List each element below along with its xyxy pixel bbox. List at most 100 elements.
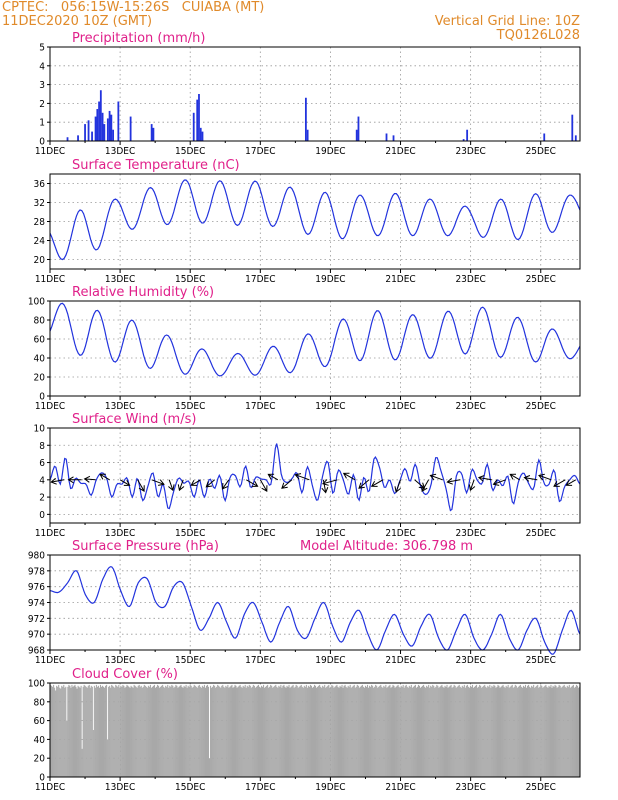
cloud-cover-bar <box>378 686 380 777</box>
cloud-cover-bar <box>181 686 183 777</box>
cloud-cover-bar <box>499 687 501 777</box>
cloud-cover-bar <box>304 686 306 777</box>
pressure-title: Surface Pressure (hPa) <box>72 539 219 554</box>
cloud-cover-bar <box>542 687 544 777</box>
cloud-cover-bar <box>331 684 333 777</box>
cloud-cover-bar <box>557 686 559 777</box>
wind-arrow <box>137 479 145 492</box>
cloud-cover-bar <box>216 686 218 777</box>
cloud-cover-bar <box>231 684 233 777</box>
wind-arrow <box>67 476 82 484</box>
cloud-cover-bar <box>153 684 156 777</box>
precipitation-bar <box>385 133 388 141</box>
cloud-cover-bar <box>311 687 314 777</box>
cloud-cover-bar <box>488 686 490 777</box>
cloud-cover-bar <box>441 684 443 777</box>
cloud-cover-bar <box>511 684 513 777</box>
panel-precipitation: Precipitation (mm/h) 11DEC 13DEC 15DEC 17DEC… <box>35 31 581 157</box>
cloud-cover-bar <box>447 687 449 777</box>
cloud-cover-bar <box>534 687 536 777</box>
cloud-cover-bar <box>125 686 127 777</box>
cloud-cover-bar <box>255 686 257 777</box>
cloud-cover-bar <box>178 686 180 777</box>
cloud-cover-bar <box>141 687 143 777</box>
cloud-cover-bar <box>436 684 438 777</box>
cloud-cover-bar <box>124 687 126 777</box>
cloud-cover-bar <box>536 685 538 777</box>
cloud-cover-bar <box>348 686 350 777</box>
cloud-cover-bar <box>421 686 423 777</box>
cloud-cover-bar <box>171 684 173 777</box>
wind-title: Surface Wind (m/s) <box>72 412 196 427</box>
pressure-xtick-label: 21DEC <box>385 655 415 666</box>
cloud-cover-bar <box>285 687 287 777</box>
cloud-cover-bar <box>185 684 187 777</box>
humidity-xtick-label: 19DEC <box>315 401 345 412</box>
cloud-cover-bar <box>69 685 71 777</box>
cloud-cover-bar <box>131 686 133 777</box>
cloud-cover-bar <box>188 686 190 777</box>
cloud-cover-bar <box>59 687 61 777</box>
cloud-cover-bar <box>301 686 303 777</box>
cloud-cover-bar <box>505 685 507 777</box>
temperature-ytick-label: 32 <box>34 198 45 209</box>
cloud-cover-bar <box>252 684 254 777</box>
precipitation-ytick-label: 3 <box>39 80 45 91</box>
cloud-cover-bar <box>509 686 511 777</box>
cloud-cover-frame <box>49 682 581 778</box>
cloud-cover-bar <box>98 687 100 777</box>
pressure-frame <box>49 554 581 651</box>
temperature-xtick-label: 23DEC <box>455 274 485 285</box>
cloud-cover-bar <box>71 684 73 777</box>
cloud-cover-bar <box>288 684 290 777</box>
precipitation-xtick-label: 21DEC <box>385 146 415 157</box>
cloud-cover-bar <box>130 685 132 777</box>
cloud-cover-bar <box>177 687 179 777</box>
cloud-cover-ytick-label: 60 <box>34 716 46 727</box>
cloud-cover-bar <box>283 684 285 777</box>
precipitation-xtick-label: 11DEC <box>35 146 65 157</box>
cloud-cover-bar <box>501 685 503 777</box>
cloud-cover-bar <box>279 686 281 777</box>
cloud-cover-bar <box>396 685 398 777</box>
cloud-cover-bar <box>503 686 505 777</box>
cloud-cover-bar <box>293 687 295 777</box>
cloud-cover-bar <box>506 686 508 777</box>
cloud-cover-bar <box>161 685 163 777</box>
cloud-cover-bar <box>104 687 106 777</box>
pressure-xtick-label: 17DEC <box>245 655 275 666</box>
temperature-frame <box>49 173 581 270</box>
cloud-cover-bar <box>330 686 332 777</box>
cloud-cover-bar <box>135 686 137 777</box>
cloud-cover-bar <box>245 687 247 777</box>
cloud-cover-bar <box>93 685 95 777</box>
wind-xtick-label: 23DEC <box>455 528 485 539</box>
wind-arrow <box>177 479 185 492</box>
cloud-cover-bar <box>306 687 308 777</box>
cloud-cover-bar <box>560 687 562 777</box>
cloud-cover-bar <box>358 687 360 777</box>
cloud-cover-bar <box>572 684 574 777</box>
cloud-cover-bar <box>97 685 99 777</box>
cloud-cover-bar <box>184 686 186 777</box>
cloud-cover-bar <box>437 685 439 777</box>
cloud-cover-bar <box>345 686 347 777</box>
cloud-cover-bar <box>119 687 121 777</box>
cloud-cover-bar <box>462 686 464 777</box>
cloud-cover-bar <box>389 684 391 777</box>
cloud-cover-bar <box>337 686 339 777</box>
cloud-cover-bar <box>449 685 451 777</box>
cloud-cover-bar <box>278 685 280 777</box>
cloud-cover-bar <box>142 686 144 777</box>
cloud-cover-bar <box>176 685 178 777</box>
pressure-xtick-label: 25DEC <box>526 655 556 666</box>
pressure-annotation: Model Altitude: 306.798 m <box>300 539 473 554</box>
cloud-cover-bar <box>236 687 238 777</box>
cloud-cover-bar <box>343 685 345 777</box>
cloud-cover-bar <box>454 685 456 777</box>
pressure-xtick-label: 19DEC <box>315 655 345 666</box>
cloud-cover-bar <box>545 684 547 777</box>
cloud-cover-bar <box>196 687 198 777</box>
cloud-cover-bar <box>260 685 263 777</box>
cloud-cover-bar <box>431 686 433 777</box>
